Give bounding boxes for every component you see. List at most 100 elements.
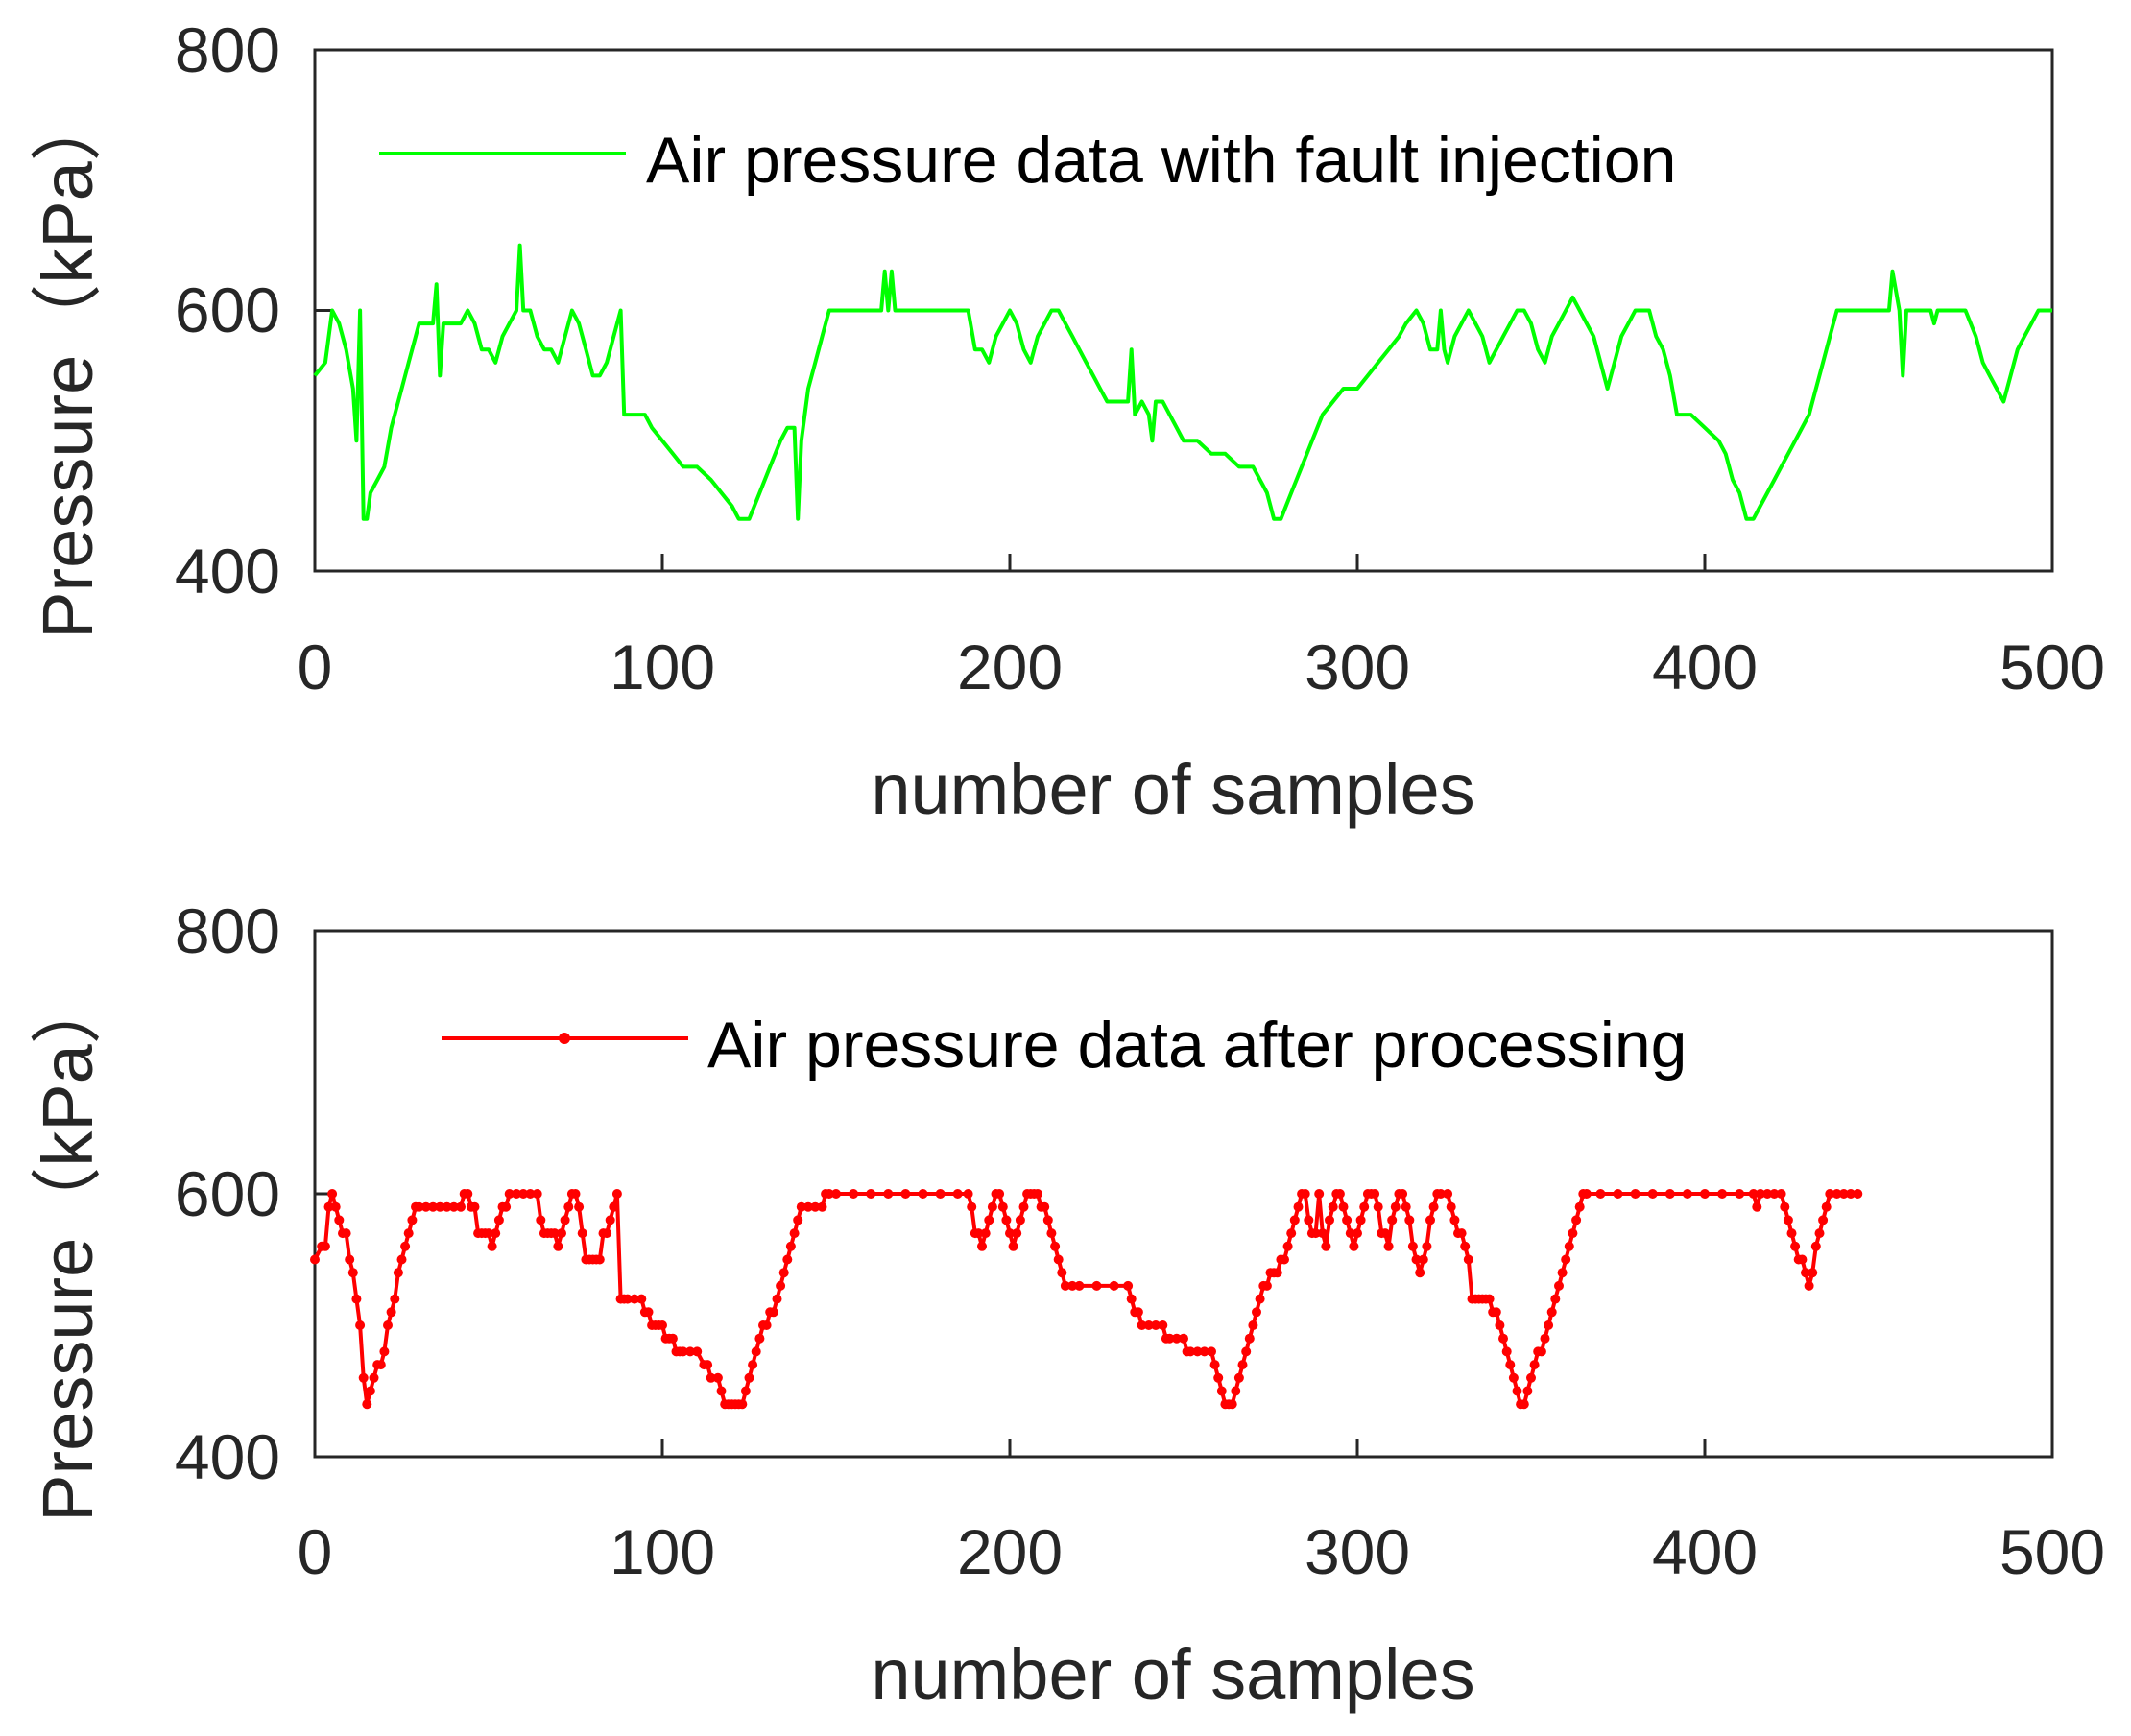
bottom-data-point [1498, 1333, 1508, 1344]
bottom-data-point [1213, 1372, 1224, 1383]
bottom-data-point [778, 1268, 789, 1278]
bottom-data-point [776, 1280, 786, 1291]
bottom-data-point [1411, 1254, 1422, 1265]
bottom-data-point [1508, 1372, 1519, 1383]
bottom-data-point [1404, 1215, 1415, 1225]
bottom-data-point [504, 1189, 515, 1199]
top-x-axis-title: number of samples [871, 749, 1474, 829]
bottom-data-point [1012, 1228, 1022, 1239]
bottom-data-point [796, 1201, 806, 1212]
bottom-data-point [706, 1372, 716, 1383]
bottom-data-point [1783, 1215, 1793, 1225]
bottom-data-point [789, 1228, 800, 1239]
bottom-data-point [351, 1294, 362, 1304]
bottom-data-point [1207, 1346, 1216, 1357]
bottom-data-point [1286, 1228, 1297, 1239]
bottom-data-point [754, 1333, 765, 1344]
bottom-data-point [1280, 1254, 1289, 1265]
bottom-data-point [751, 1346, 761, 1357]
bottom-series-markers [310, 1189, 1863, 1410]
bottom-data-point [1355, 1215, 1366, 1225]
bottom-data-point [518, 1189, 529, 1199]
bottom-data-point [973, 1228, 984, 1239]
bottom-data-point [491, 1228, 501, 1239]
bottom-data-point [1808, 1268, 1818, 1278]
bottom-x-axis-title: number of samples [871, 1634, 1474, 1714]
bottom-data-point [761, 1320, 772, 1330]
bottom-data-point [1209, 1360, 1220, 1370]
bottom-data-point [967, 1201, 977, 1212]
bottom-data-point [609, 1201, 619, 1212]
bottom-data-point [1664, 1189, 1675, 1199]
bottom-data-point [383, 1320, 393, 1330]
top-y-tick-label-600: 600 [175, 274, 280, 345]
top-legend-label: Air pressure data with fault injection [646, 124, 1676, 197]
bottom-x-tick-label-100: 100 [610, 1516, 715, 1587]
bottom-y-tick-label-800: 800 [175, 895, 280, 966]
bottom-data-point [1050, 1241, 1061, 1251]
bottom-data-point [1241, 1346, 1252, 1357]
bottom-data-point [685, 1346, 695, 1357]
bottom-data-point [1571, 1215, 1582, 1225]
bottom-data-point [785, 1241, 796, 1251]
bottom-x-tick-label-0: 0 [298, 1516, 333, 1587]
bottom-data-point [1762, 1189, 1773, 1199]
bottom-data-point [831, 1189, 841, 1199]
bottom-data-point [1164, 1333, 1175, 1344]
bottom-data-point [560, 1215, 570, 1225]
bottom-data-point [1179, 1333, 1188, 1344]
bottom-data-point [362, 1399, 372, 1410]
bottom-data-point [1192, 1346, 1203, 1357]
bottom-data-point [310, 1254, 320, 1265]
bottom-data-point [1550, 1294, 1561, 1304]
bottom-data-point [1314, 1189, 1325, 1199]
bottom-data-point [1282, 1241, 1293, 1251]
bottom-data-point [1546, 1307, 1557, 1318]
bottom-data-point [1272, 1268, 1282, 1278]
bottom-data-point [1422, 1241, 1432, 1251]
bottom-data-point [1818, 1215, 1829, 1225]
bottom-x-tick-label-200: 200 [957, 1516, 1063, 1587]
bottom-y-axis-title: Pressure（kPa） [28, 973, 108, 1522]
bottom-data-point [536, 1215, 546, 1225]
bottom-data-point [1501, 1346, 1512, 1357]
bottom-data-point [1231, 1386, 1241, 1396]
bottom-data-point [1057, 1268, 1067, 1278]
bottom-data-point [574, 1201, 585, 1212]
bottom-data-point [1345, 1228, 1355, 1239]
bottom-legend-marker [559, 1033, 570, 1044]
bottom-y-tick-label-600: 600 [175, 1158, 280, 1229]
bottom-data-point [1001, 1215, 1012, 1225]
top-x-tick-label-500: 500 [1999, 631, 2105, 702]
bottom-data-point [817, 1201, 827, 1212]
bottom-data-point [1443, 1189, 1453, 1199]
bottom-data-point [1536, 1346, 1546, 1357]
bottom-data-point [1752, 1201, 1762, 1212]
bottom-data-point [1359, 1201, 1370, 1212]
bottom-data-point [1216, 1386, 1227, 1396]
bottom-data-point [611, 1189, 622, 1199]
bottom-data-point [1380, 1228, 1390, 1239]
bottom-data-point [1033, 1189, 1042, 1199]
bottom-data-point [1227, 1399, 1237, 1410]
bottom-data-point [1810, 1241, 1821, 1251]
bottom-data-point [1435, 1189, 1446, 1199]
bottom-data-point [1233, 1372, 1244, 1383]
bottom-data-point [1814, 1228, 1825, 1239]
bottom-data-point [1185, 1346, 1196, 1357]
bottom-data-point [1398, 1189, 1408, 1199]
bottom-data-point [1564, 1241, 1574, 1251]
bottom-data-point [643, 1307, 654, 1318]
bottom-data-point [630, 1294, 639, 1304]
bottom-data-point [744, 1372, 754, 1383]
bottom-data-point [320, 1241, 330, 1251]
bottom-data-point [1133, 1307, 1143, 1318]
bottom-data-point [420, 1201, 431, 1212]
bottom-data-point [1040, 1201, 1050, 1212]
bottom-data-point [1554, 1280, 1564, 1291]
top-series-line [313, 243, 2052, 521]
bottom-data-point [493, 1215, 504, 1225]
bottom-data-point [330, 1201, 341, 1212]
bottom-data-point [1630, 1189, 1640, 1199]
bottom-data-point [1015, 1215, 1025, 1225]
